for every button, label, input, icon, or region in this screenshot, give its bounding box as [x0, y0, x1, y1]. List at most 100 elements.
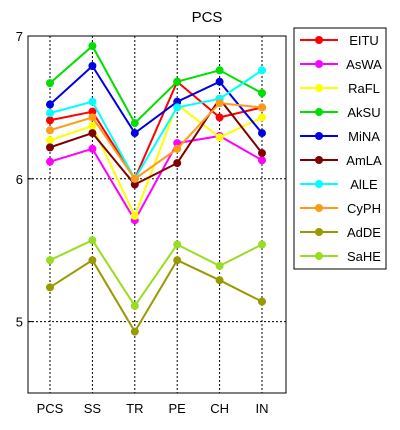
legend-label: AsWA [346, 57, 382, 72]
data-point [130, 174, 139, 183]
legend-swatch-marker [315, 132, 323, 140]
legend-swatch-marker [315, 156, 323, 164]
legend-swatch-marker [315, 180, 323, 188]
data-point [88, 236, 97, 245]
legend-swatch-marker [315, 252, 323, 260]
legend-swatch-marker [315, 204, 323, 212]
x-tick-label: TR [126, 401, 143, 416]
legend-label: MiNA [348, 129, 380, 144]
data-point [130, 211, 139, 220]
data-point [88, 256, 97, 265]
data-point [215, 77, 224, 86]
series-alle [46, 66, 266, 183]
x-tick-label: IN [256, 401, 269, 416]
y-tick-label: 7 [16, 29, 23, 44]
data-point [215, 133, 224, 142]
series-sahe [46, 236, 266, 310]
series-adde [46, 256, 266, 336]
legend-swatch-marker [315, 84, 323, 92]
legend-item-mina: MiNA [300, 129, 380, 144]
data-point [258, 103, 266, 112]
y-axis-ticks: 5 6 7 [16, 29, 33, 330]
data-point [46, 136, 54, 145]
data-point [46, 79, 54, 88]
chart-title: PCS [192, 9, 223, 26]
data-point [173, 144, 182, 153]
series-line [49, 258, 263, 334]
legend-label: AkSU [347, 105, 380, 120]
series-line [49, 134, 263, 223]
legend-box [293, 27, 387, 270]
data-point [88, 129, 97, 138]
data-point [130, 301, 139, 310]
legend-swatch-marker [315, 108, 323, 116]
data-point [46, 157, 54, 166]
data-point [173, 97, 182, 106]
data-point [88, 107, 97, 116]
data-point [258, 149, 266, 158]
legend: EITU AsWA RaFL AkSU MiNA AmLA AlLE CyPH AdDE SaHE [300, 33, 382, 264]
series-aksu [46, 41, 266, 128]
data-point [173, 159, 182, 168]
data-point [215, 66, 224, 75]
legend-swatch-marker [315, 228, 323, 236]
data-point [173, 240, 182, 249]
series-cyph [46, 99, 266, 183]
data-point [130, 119, 139, 128]
data-point [215, 99, 224, 108]
series-line [49, 80, 263, 181]
data-point [215, 113, 224, 122]
legend-item-amla: AmLA [300, 153, 382, 168]
plot-area-frame [27, 35, 287, 394]
data-point [46, 100, 54, 109]
legend-item-alle: AlLE [300, 177, 378, 192]
x-tick-label: PCS [37, 401, 64, 416]
data-point [173, 139, 182, 148]
series-line [49, 97, 263, 186]
data-point [258, 89, 266, 98]
data-point [46, 256, 54, 265]
legend-item-sahe: SaHE [300, 249, 381, 264]
data-point [258, 66, 266, 75]
data-point [88, 144, 97, 153]
series-aswa [46, 131, 266, 225]
data-point [130, 180, 139, 189]
data-point [130, 129, 139, 138]
legend-item-aswa: AsWA [300, 57, 382, 72]
data-point [130, 327, 139, 336]
data-point [88, 113, 97, 122]
legend-item-eitu: EITU [300, 33, 379, 48]
data-point [215, 276, 224, 285]
series-line [49, 102, 263, 219]
x-tick-label: CH [210, 401, 229, 416]
legend-item-rafl: RaFL [300, 81, 380, 96]
data-point [215, 261, 224, 270]
data-point [173, 103, 182, 112]
y-tick-label: 6 [16, 172, 23, 187]
data-point [46, 126, 54, 135]
data-point [46, 143, 54, 152]
legend-label: AdDE [347, 225, 381, 240]
legend-item-adde: AdDE [300, 225, 381, 240]
data-point [173, 77, 182, 86]
series-line [49, 102, 263, 181]
x-axis-ticks: PCS SS TR PE CH IN [37, 401, 269, 416]
data-point [88, 121, 97, 130]
series-line [49, 69, 263, 181]
legend-label: SaHE [347, 249, 381, 264]
y-tick-label: 5 [16, 315, 23, 330]
legend-label: AmLA [346, 153, 382, 168]
x-tick-label: SS [84, 401, 102, 416]
data-point [258, 156, 266, 165]
series-lines [46, 41, 266, 336]
data-point [258, 113, 266, 122]
legend-swatch-marker [315, 36, 323, 44]
data-point [46, 109, 54, 118]
legend-label: RaFL [348, 81, 380, 96]
legend-label: AlLE [350, 177, 378, 192]
data-point [258, 240, 266, 249]
legend-item-cyph: CyPH [300, 201, 381, 216]
data-point [173, 256, 182, 265]
legend-label: EITU [349, 33, 379, 48]
